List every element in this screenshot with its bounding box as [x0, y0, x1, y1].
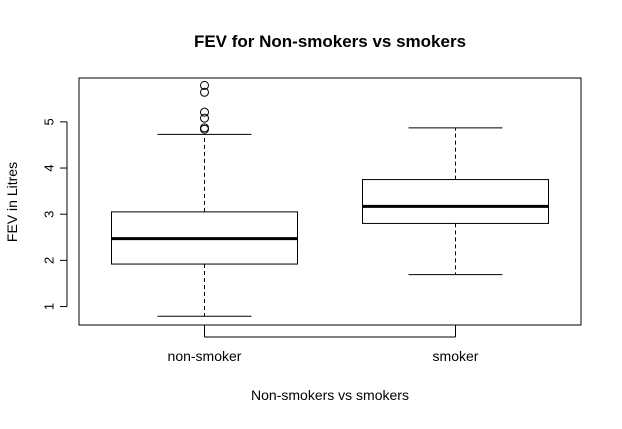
y-axis-label: FEV in Litres	[4, 162, 20, 242]
y-tick-label: 1	[41, 303, 56, 310]
y-tick-label: 3	[41, 211, 56, 218]
y-tick-label: 4	[41, 164, 56, 171]
x-tick-label: non-smoker	[168, 348, 242, 364]
outlier-point	[200, 123, 209, 133]
chart-title: FEV for Non-smokers vs smokers	[194, 32, 466, 51]
outlier-point	[200, 87, 209, 97]
x-axis-label: Non-smokers vs smokers	[251, 387, 409, 403]
box-smoker	[362, 179, 549, 224]
y-tick-label: 5	[41, 118, 56, 125]
x-tick-label: smoker	[433, 348, 479, 364]
outlier-point	[200, 107, 209, 117]
outlier-point	[200, 80, 209, 90]
y-tick-label: 2	[41, 257, 56, 264]
plot-frame	[78, 77, 582, 326]
outlier-point	[200, 113, 209, 123]
